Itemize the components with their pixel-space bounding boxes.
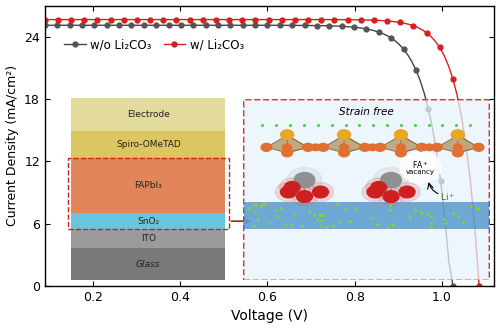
Y-axis label: Current Density (mA/cm²): Current Density (mA/cm²)	[6, 65, 18, 226]
w/o Li₂CO₃	[285, 23, 291, 27]
w/o Li₂CO₃	[417, 78, 423, 82]
w/ Li₂CO₃	[476, 284, 482, 288]
Legend: w/o Li₂CO₃, w/ Li₂CO₃: w/o Li₂CO₃, w/ Li₂CO₃	[60, 34, 248, 56]
w/ Li₂CO₃	[142, 18, 148, 22]
w/o Li₂CO₃	[430, 126, 436, 130]
w/ Li₂CO₃	[266, 18, 272, 22]
w/o Li₂CO₃	[450, 284, 456, 288]
w/ Li₂CO₃	[125, 18, 131, 22]
w/ Li₂CO₃	[454, 94, 460, 98]
w/o Li₂CO₃	[42, 23, 48, 27]
w/ Li₂CO₃	[441, 53, 447, 57]
w/ Li₂CO₃	[42, 18, 48, 22]
w/o Li₂CO₃	[252, 23, 258, 27]
w/o Li₂CO₃	[120, 23, 126, 27]
w/ Li₂CO₃	[300, 18, 306, 22]
X-axis label: Voltage (V): Voltage (V)	[231, 310, 308, 323]
Line: w/o Li₂CO₃: w/o Li₂CO₃	[42, 23, 456, 289]
Line: w/ Li₂CO₃: w/ Li₂CO₃	[42, 17, 482, 289]
w/o Li₂CO₃	[136, 23, 142, 27]
